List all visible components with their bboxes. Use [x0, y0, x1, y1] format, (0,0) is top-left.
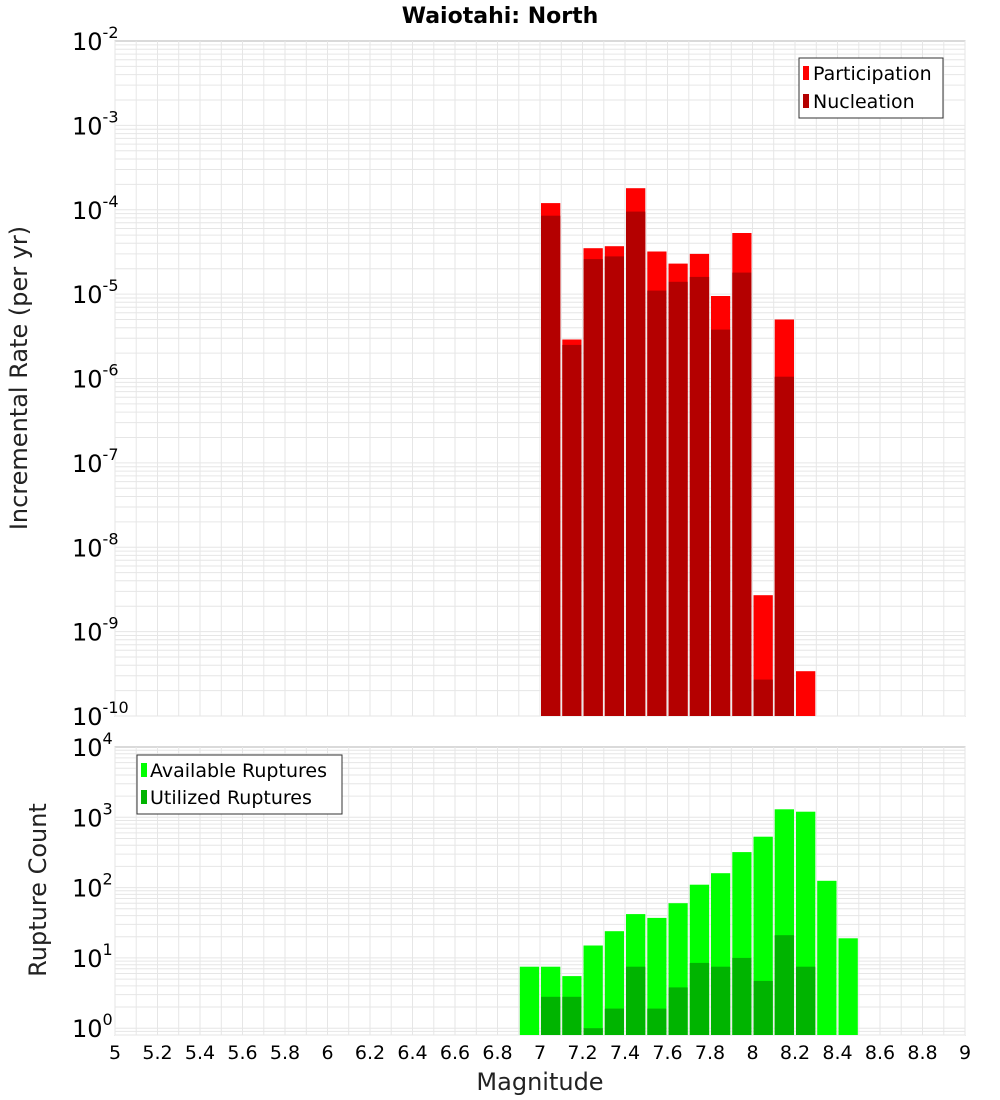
bottom-bar-utilized-ruptures — [774, 935, 794, 1035]
bottom-bar-utilized-ruptures — [583, 1028, 603, 1035]
bottom-bar-utilized-ruptures — [562, 996, 582, 1035]
bottom-y-axis-label: Rupture Count — [24, 803, 52, 977]
x-tick-label: 9 — [959, 1042, 971, 1064]
top-y-tick-label: 10-10 — [72, 698, 129, 731]
x-tick-label: 8.8 — [907, 1042, 937, 1064]
bottom-bar-available-ruptures — [817, 880, 837, 1035]
top-bar-nucleation — [774, 376, 794, 716]
top-bar-nucleation — [753, 679, 773, 716]
top-bar-participation — [796, 671, 816, 716]
bottom-panel: 100 101 102 103 104 Rupture Count Available … — [24, 729, 971, 1096]
x-tick-label: 8.2 — [780, 1042, 810, 1064]
top-bar-nucleation — [604, 256, 624, 716]
top-y-tick-label: 10-7 — [72, 445, 119, 478]
legend-label-participation: Participation — [813, 63, 932, 85]
bottom-bar-utilized-ruptures — [668, 987, 688, 1035]
top-y-axis-label: Incremental Rate (per yr) — [5, 226, 33, 530]
bottom-bar-available-ruptures — [838, 938, 858, 1035]
legend-swatch-nucleation — [803, 94, 809, 108]
top-bar-nucleation — [562, 344, 582, 716]
bottom-y-tick-label: 103 — [72, 799, 113, 832]
top-bar-nucleation — [689, 276, 710, 716]
top-y-tick-label: 10-2 — [72, 23, 119, 56]
x-tick-label: 7.2 — [567, 1042, 597, 1064]
legend-label-available: Available Ruptures — [150, 760, 327, 782]
bottom-bar-utilized-ruptures — [753, 980, 773, 1035]
legend-swatch-available — [141, 763, 147, 777]
bottom-y-tick-label: 101 — [72, 940, 113, 973]
x-tick-label: 5.2 — [142, 1042, 172, 1064]
top-y-tick-label: 10-9 — [72, 614, 119, 647]
bottom-bar-available-ruptures — [647, 917, 667, 1035]
top-bar-nucleation — [668, 281, 688, 716]
bottom-bar-utilized-ruptures — [732, 957, 752, 1035]
legend-label-utilized: Utilized Ruptures — [150, 787, 312, 809]
x-tick-label: 7.8 — [695, 1042, 725, 1064]
legend-label-nucleation: Nucleation — [813, 91, 915, 113]
bottom-legend-box — [136, 754, 343, 815]
x-tick-labels: 5 5.2 5.4 5.6 5.8 6 6.2 6.4 6.6 6.8 7 7.2 7.4 7.6 7.8 8… — [109, 1042, 971, 1064]
top-bar-nucleation — [711, 329, 731, 716]
x-axis-label: Magnitude — [476, 1068, 603, 1096]
top-y-tick-label: 10-4 — [72, 192, 119, 225]
x-tick-label: 6.2 — [355, 1042, 385, 1064]
top-y-tick-label: 10-3 — [72, 107, 119, 140]
bottom-y-tick-label: 100 — [72, 1010, 113, 1043]
x-tick-label: 7.4 — [610, 1042, 640, 1064]
x-tick-label: 8 — [746, 1042, 758, 1064]
legend-swatch-utilized — [141, 790, 147, 804]
bottom-bar-utilized-ruptures — [647, 1008, 667, 1035]
x-tick-label: 5.4 — [185, 1042, 215, 1064]
top-bars — [541, 188, 816, 717]
bottom-bar-utilized-ruptures — [541, 996, 561, 1035]
x-tick-label: 7 — [534, 1042, 546, 1064]
x-tick-label: 5 — [109, 1042, 121, 1064]
x-tick-label: 5.8 — [270, 1042, 300, 1064]
bottom-bar-utilized-ruptures — [796, 966, 816, 1035]
bottom-bar-available-ruptures — [583, 945, 603, 1035]
top-y-tick-labels: 10-10 10-9 10-8 10-7 10-6 10-5 10-4 10-3 10-2 — [72, 23, 129, 731]
x-tick-label: 8.6 — [865, 1042, 895, 1064]
bottom-y-tick-label: 104 — [72, 729, 113, 762]
top-legend-box — [798, 57, 944, 119]
top-bar-nucleation — [626, 211, 646, 716]
legend-swatch-participation — [803, 66, 809, 80]
bottom-bar-utilized-ruptures — [689, 962, 710, 1035]
bottom-y-tick-labels: 100 101 102 103 104 — [72, 729, 113, 1043]
top-y-tick-label: 10-8 — [72, 529, 119, 562]
bottom-bars — [519, 809, 858, 1035]
top-legend: Participation Nucleation — [798, 57, 944, 119]
bottom-bar-available-ruptures — [519, 966, 540, 1035]
top-y-tick-label: 10-5 — [72, 276, 119, 309]
x-tick-label: 7.6 — [652, 1042, 682, 1064]
bottom-y-tick-label: 102 — [72, 870, 113, 903]
top-panel: 10-10 10-9 10-8 10-7 10-6 10-5 10-4 10-3 10-2 In… — [5, 23, 966, 731]
top-bar-nucleation — [732, 272, 752, 716]
chart-title: Waiotahi: North — [402, 4, 599, 29]
top-y-tick-label: 10-6 — [72, 361, 119, 394]
top-bar-nucleation — [647, 290, 667, 716]
bottom-legend: Available Ruptures Utilized Ruptures — [136, 754, 343, 815]
x-tick-label: 5.6 — [227, 1042, 257, 1064]
x-tick-label: 6.8 — [482, 1042, 512, 1064]
x-tick-label: 6.4 — [397, 1042, 427, 1064]
top-bar-nucleation — [541, 215, 561, 716]
x-tick-label: 8.4 — [822, 1042, 852, 1064]
x-tick-label: 6.6 — [440, 1042, 470, 1064]
top-bar-nucleation — [583, 259, 603, 716]
bottom-bar-utilized-ruptures — [604, 1008, 624, 1035]
x-tick-label: 6 — [321, 1042, 333, 1064]
bottom-bar-utilized-ruptures — [626, 966, 646, 1035]
top-gridlines — [114, 41, 966, 717]
bottom-bar-utilized-ruptures — [711, 966, 731, 1035]
